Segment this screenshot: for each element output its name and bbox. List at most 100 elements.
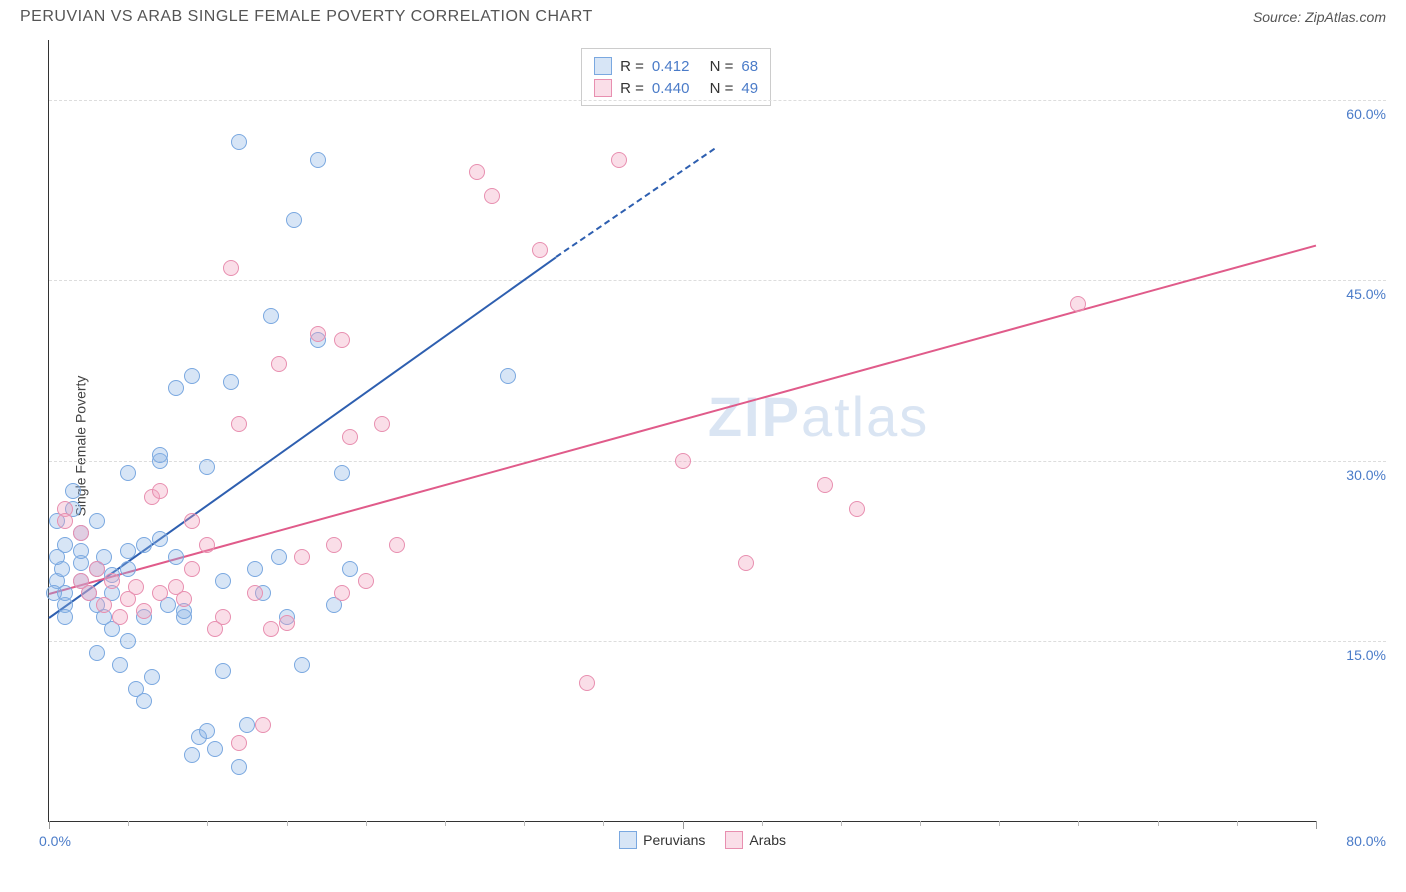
- scatter-point: [57, 513, 73, 529]
- scatter-point: [215, 573, 231, 589]
- legend-label-arabs: Arabs: [749, 832, 786, 848]
- scatter-point: [310, 152, 326, 168]
- scatter-point: [152, 447, 168, 463]
- scatter-point: [231, 735, 247, 751]
- x-tick: [366, 821, 367, 826]
- legend-r-value-peruvians: 0.412: [652, 58, 690, 75]
- scatter-point: [81, 585, 97, 601]
- scatter-point: [199, 723, 215, 739]
- legend-item-arabs: Arabs: [725, 831, 786, 849]
- scatter-point: [247, 561, 263, 577]
- scatter-point: [263, 621, 279, 637]
- scatter-point: [849, 501, 865, 517]
- scatter-point: [89, 561, 105, 577]
- x-tick: [841, 821, 842, 826]
- legend-r-value-arabs: 0.440: [652, 80, 690, 97]
- scatter-point: [152, 483, 168, 499]
- scatter-point: [104, 573, 120, 589]
- plot-area: ZIPatlas R = 0.412 N = 68 R = 0.440 N = …: [48, 40, 1316, 822]
- scatter-point: [223, 260, 239, 276]
- scatter-point: [136, 537, 152, 553]
- x-tick: [445, 821, 446, 826]
- x-tick: [287, 821, 288, 826]
- scatter-point: [342, 429, 358, 445]
- y-tick-label: 45.0%: [1326, 286, 1386, 302]
- scatter-point: [96, 597, 112, 613]
- chart-container: Single Female Poverty ZIPatlas R = 0.412…: [48, 40, 1386, 852]
- scatter-point: [112, 609, 128, 625]
- legend-label-peruvians: Peruvians: [643, 832, 705, 848]
- scatter-point: [484, 188, 500, 204]
- scatter-point: [176, 591, 192, 607]
- source-label: Source: ZipAtlas.com: [1253, 9, 1386, 25]
- scatter-point: [532, 242, 548, 258]
- scatter-point: [144, 669, 160, 685]
- scatter-point: [334, 332, 350, 348]
- scatter-point: [294, 549, 310, 565]
- scatter-point: [168, 549, 184, 565]
- scatter-point: [152, 585, 168, 601]
- scatter-point: [152, 531, 168, 547]
- scatter-point: [389, 537, 405, 553]
- scatter-point: [231, 759, 247, 775]
- scatter-point: [334, 465, 350, 481]
- x-tick: [999, 821, 1000, 826]
- scatter-point: [73, 525, 89, 541]
- trendline: [555, 148, 714, 258]
- legend-n-value-arabs: 49: [741, 80, 758, 97]
- scatter-point: [199, 459, 215, 475]
- scatter-point: [611, 152, 627, 168]
- scatter-point: [184, 747, 200, 763]
- scatter-point: [120, 633, 136, 649]
- legend-n-value-peruvians: 68: [741, 58, 758, 75]
- y-tick-label: 30.0%: [1326, 467, 1386, 483]
- scatter-point: [271, 356, 287, 372]
- scatter-point: [199, 537, 215, 553]
- scatter-point: [500, 368, 516, 384]
- scatter-point: [215, 663, 231, 679]
- scatter-point: [89, 645, 105, 661]
- scatter-point: [184, 513, 200, 529]
- scatter-point: [263, 308, 279, 324]
- x-tick: [920, 821, 921, 826]
- legend-swatch-icon: [725, 831, 743, 849]
- scatter-point: [136, 603, 152, 619]
- scatter-point: [46, 585, 62, 601]
- scatter-point: [73, 543, 89, 559]
- x-tick: [207, 821, 208, 826]
- scatter-point: [215, 609, 231, 625]
- scatter-point: [57, 537, 73, 553]
- scatter-point: [675, 453, 691, 469]
- x-tick: [603, 821, 604, 826]
- scatter-point: [231, 134, 247, 150]
- scatter-point: [342, 561, 358, 577]
- scatter-point: [184, 368, 200, 384]
- scatter-point: [120, 465, 136, 481]
- legend-row-peruvians: R = 0.412 N = 68: [594, 55, 758, 77]
- legend-swatch-icon: [619, 831, 637, 849]
- scatter-point: [255, 717, 271, 733]
- scatter-point: [1070, 296, 1086, 312]
- x-tick: [1316, 821, 1317, 829]
- scatter-point: [247, 585, 263, 601]
- scatter-point: [168, 380, 184, 396]
- scatter-point: [817, 477, 833, 493]
- scatter-point: [207, 741, 223, 757]
- x-tick: [524, 821, 525, 826]
- scatter-point: [239, 717, 255, 733]
- scatter-point: [89, 513, 105, 529]
- scatter-point: [184, 561, 200, 577]
- y-tick-label: 15.0%: [1326, 647, 1386, 663]
- chart-header: PERUVIAN VS ARAB SINGLE FEMALE POVERTY C…: [0, 0, 1406, 30]
- legend-n-label: N =: [710, 80, 734, 97]
- legend-swatch-peruvians: [594, 57, 612, 75]
- legend-series: Peruvians Arabs: [619, 831, 786, 849]
- scatter-point: [231, 416, 247, 432]
- x-axis-max-label: 80.0%: [1346, 833, 1386, 849]
- watermark: ZIPatlas: [708, 384, 929, 449]
- scatter-point: [326, 537, 342, 553]
- scatter-point: [286, 212, 302, 228]
- scatter-point: [374, 416, 390, 432]
- x-tick: [49, 821, 50, 829]
- scatter-point: [120, 561, 136, 577]
